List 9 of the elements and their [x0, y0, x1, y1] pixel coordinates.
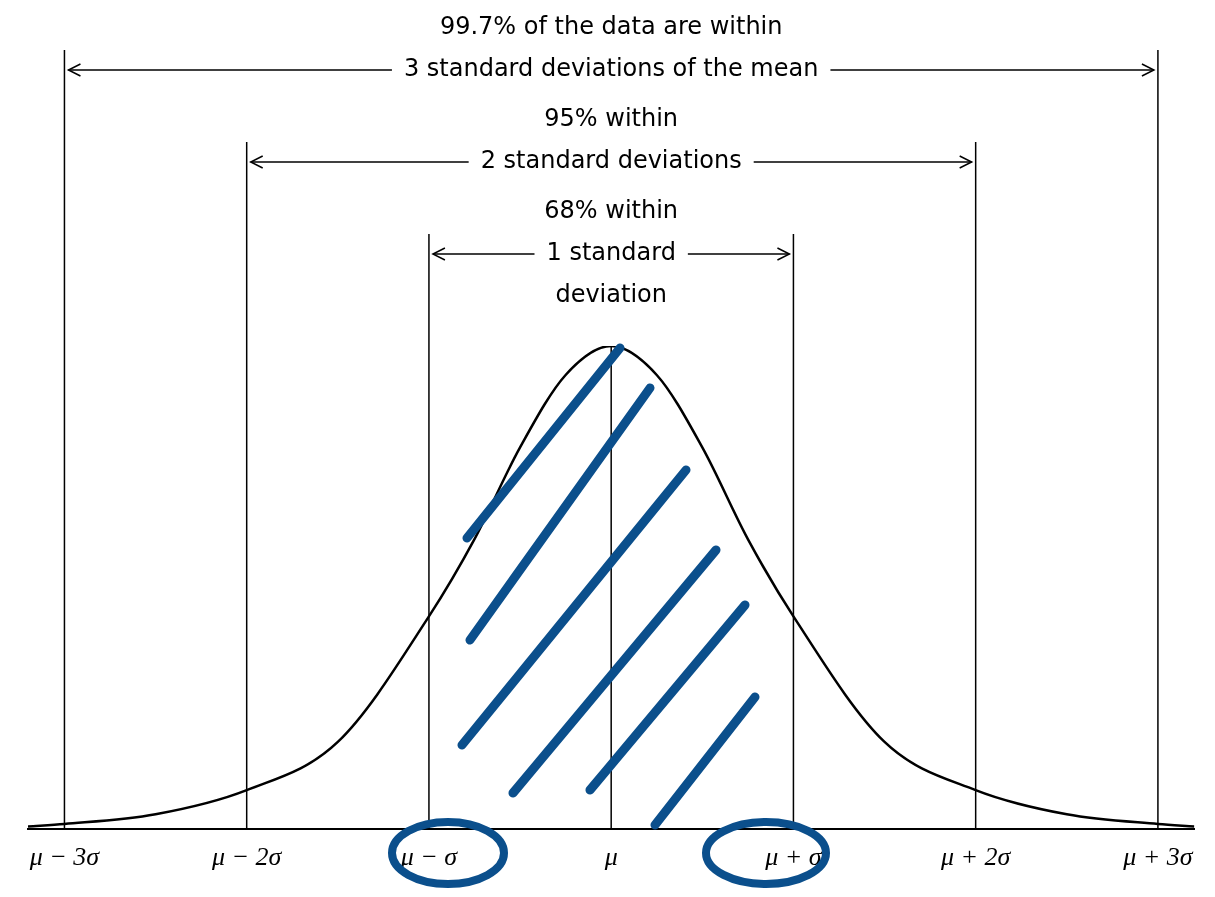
x-tick-label: μ − 2σ	[210, 842, 283, 872]
x-tick-label: μ + 2σ	[939, 842, 1012, 872]
text: 99.7% of the data are within 3 standard deviations of the mean	[403, 12, 819, 83]
x-tick-label: μ + σ	[764, 842, 823, 872]
x-tick-label: μ	[603, 842, 618, 872]
x-tick-label: μ + 3σ	[1122, 842, 1194, 872]
x-tick-label: μ − 3σ	[28, 842, 101, 872]
text: 95% within 2 standard deviations	[480, 104, 742, 175]
text: 68% within 1 standard deviation	[544, 196, 679, 309]
